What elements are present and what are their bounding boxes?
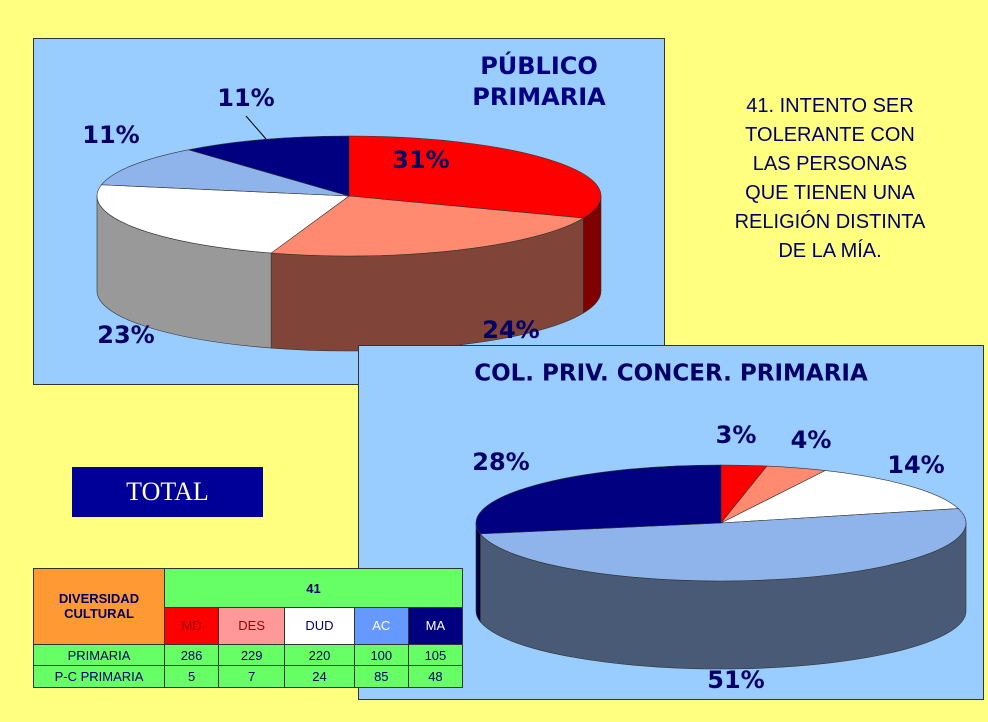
column-header: MD bbox=[163, 607, 220, 645]
column-header: MA bbox=[407, 607, 464, 645]
table-row: P-C PRIMARIA 5 7 24 85 48 bbox=[33, 665, 464, 688]
pie-slice-side bbox=[475, 522, 481, 623]
data-label: 28% bbox=[472, 448, 529, 476]
data-label: 23% bbox=[97, 321, 154, 349]
data-label: 4% bbox=[791, 426, 832, 454]
pie-slice bbox=[96, 184, 350, 254]
pie-chart: 31% 24% 23% 11% 11% bbox=[82, 84, 602, 352]
leader-line bbox=[245, 115, 267, 140]
data-label: 51% bbox=[707, 666, 764, 694]
table-cell: 229 bbox=[218, 643, 286, 667]
table-cell: 7 bbox=[218, 665, 286, 688]
table-cell: 220 bbox=[284, 643, 355, 667]
row-label: P-C PRIMARIA bbox=[33, 665, 165, 688]
table-cell: 5 bbox=[163, 665, 220, 688]
table-cell: 48 bbox=[407, 665, 464, 688]
table-cell: 85 bbox=[353, 665, 409, 688]
pie-slice bbox=[348, 135, 602, 219]
table-cell: 100 bbox=[353, 643, 409, 667]
data-label: 11% bbox=[217, 84, 274, 112]
data-label: 14% bbox=[887, 451, 944, 479]
pie-slice bbox=[270, 195, 585, 257]
data-label: 11% bbox=[82, 121, 139, 149]
table-header: DIVERSIDAD CULTURAL bbox=[33, 568, 165, 645]
data-label: 31% bbox=[392, 146, 449, 174]
row-label: PRIMARIA bbox=[33, 643, 165, 667]
question-line: LAS PERSONAS bbox=[752, 153, 908, 175]
table-cell: 286 bbox=[163, 643, 220, 667]
pie-slice bbox=[188, 135, 350, 197]
table-cell: 24 bbox=[284, 665, 355, 688]
column-header: DES bbox=[218, 607, 286, 645]
question-line: QUE TIENEN UNA bbox=[745, 182, 915, 204]
table-question: 41 bbox=[164, 567, 463, 609]
pie-slice bbox=[720, 470, 960, 524]
question-line: TOLERANTE CON bbox=[745, 124, 915, 146]
data-label: 24% bbox=[482, 316, 539, 344]
data-label: 3% bbox=[716, 421, 757, 449]
pie-slice bbox=[475, 464, 722, 535]
pie-slice bbox=[479, 508, 967, 582]
table-cell: 105 bbox=[407, 643, 464, 667]
table-row: PRIMARIA 286 229 220 100 105 bbox=[33, 643, 464, 667]
data-table: DIVERSIDAD CULTURAL 41 MD DES DUD AC MA PRIM… bbox=[33, 567, 464, 688]
total-label: TOTAL bbox=[72, 467, 263, 517]
question-line: DE LA MÍA. bbox=[778, 240, 882, 262]
column-header: DUD bbox=[284, 607, 355, 645]
question: 41. INTENTO SER TOLERANTE CON LAS PERSONAS… bbox=[690, 92, 970, 266]
column-header: AC bbox=[353, 607, 409, 645]
question-line: 41. INTENTO SER bbox=[746, 95, 914, 117]
pie-slice bbox=[100, 149, 350, 197]
chart-title: COL. PRIV. CONCER. PRIMARIA bbox=[474, 361, 868, 387]
question-line: RELIGIÓN DISTINTA bbox=[734, 211, 926, 233]
chart-title: PÚBLICO PRIMARIA bbox=[472, 52, 606, 111]
pie-chart: COL. PRIV. CONCER. PRIMARIA 3% 4% 14% 51% 28… bbox=[472, 361, 967, 694]
pie-panel: 31% 24% 23% 11% 11% PÚBLICO PRIMARIA bbox=[33, 38, 665, 385]
